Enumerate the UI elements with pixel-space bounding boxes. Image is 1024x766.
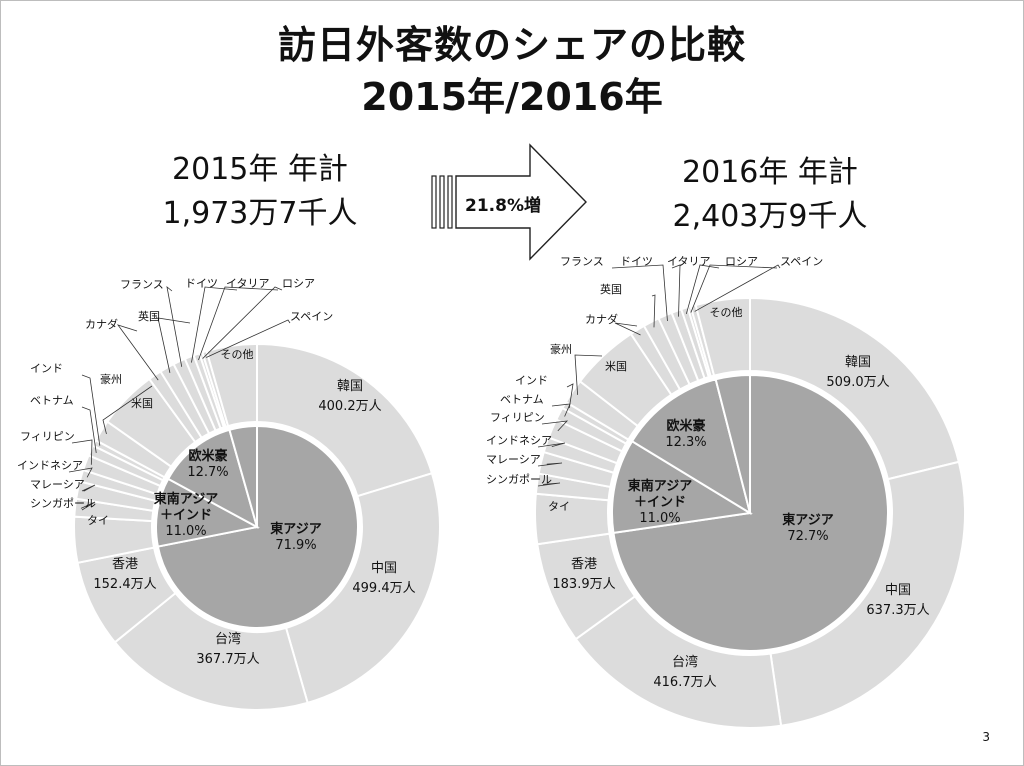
outer-label: スペイン [290,310,333,323]
year-label-2016: 2016年 年計 [682,155,858,190]
outer-label: ベトナム [500,393,544,406]
outer-label: 米国 [131,397,153,410]
outer-label: ドイツ [185,277,218,290]
outer-label: イタリア [226,277,270,290]
outer-label: 韓国 400.2万人 [318,379,381,414]
outer-label: インド [30,362,63,375]
leader-line [81,374,101,446]
leader-line [537,462,563,467]
outer-label: イタリア [667,255,711,268]
outer-label: フィリピン [20,430,75,443]
outer-label: フランス [120,278,164,291]
outer-label: スペイン [780,255,823,268]
outer-label: 台湾 416.7万人 [653,654,716,690]
inner-seg-2 [630,378,752,516]
growth-label: 21.8%増 [465,196,541,216]
leader-line [671,264,681,317]
outer-label: 香港 183.9万人 [552,557,615,592]
year-label-2015: 2015年 年計 [172,152,348,187]
outer-label: フィリピン [490,411,545,424]
inner-label: 欧米豪 12.7% [187,448,228,480]
donut-chart-2015: 東アジア 71.9% 東南アジア＋インド 11.0% 欧米豪 12.7% 韓国 400.2万人… [17,277,441,711]
outer-label: フランス [560,255,604,268]
total-2015: 2015年 年計 1,973万7千人 [110,148,410,236]
outer-label: タイ [87,514,109,527]
outer-label: 豪州 [100,372,122,386]
outer-label: カナダ [85,317,118,331]
outer-label: 香港 152.4万人 [93,557,156,592]
outer-label: 豪州 [550,342,572,356]
leader-line [566,383,574,409]
outer-label: シンガポール [486,473,552,486]
leader-line [81,484,96,492]
leader-line [202,286,283,359]
outer-seg-1 [284,472,441,705]
outer-label: インドネシア [17,459,83,472]
leader-line [651,294,656,328]
leader-line [80,501,96,511]
outer-label: 中国 637.3万人 [866,583,929,618]
outer-label: ロシア [725,255,758,268]
leader-line [198,286,279,361]
inner-seg-3 [714,373,751,514]
outer-label: 英国 [138,309,160,323]
inner-seg-1 [611,439,753,535]
donut-chart-2016: 東アジア 72.7% 東南アジア＋インド 11.0% 欧米豪 12.3% 韓国 509.0万人… [486,255,966,729]
inner-label: 東アジア 71.9% [270,521,321,553]
outer-seg-20 [205,342,258,428]
leader-line [541,420,569,432]
outer-label: ベトナム [30,394,74,407]
inner-seg-2 [166,428,259,530]
leader-line [166,286,183,367]
leader-line [116,324,159,381]
leader-line [102,385,153,435]
outer-label: マレーシア [486,453,541,466]
growth-arrow-icon [431,143,587,261]
outer-label: 中国 499.4万人 [352,561,415,596]
leader-line [71,439,93,465]
leader-line [614,322,641,336]
inner-seg-3 [228,424,258,528]
leader-line [690,264,778,313]
leader-line [206,319,291,358]
outer-label: タイ [548,500,570,513]
slide-subtitle: 2015年/2016年 [361,75,663,119]
total-value-2015: 1,973万7千人 [162,196,358,231]
leader-line [611,264,668,322]
outer-label: マレーシア [30,478,85,491]
outer-label: 英国 [600,282,622,296]
outer-label: その他 [710,306,743,319]
outer-seg-0 [256,342,434,498]
outer-label: その他 [221,348,254,361]
outer-label: 台湾 367.7万人 [196,631,259,667]
page-number: 3 [982,730,990,744]
leader-line [537,442,566,448]
outer-label: ドイツ [620,255,653,268]
inner-seg-1 [155,477,260,548]
outer-label: カナダ [585,312,618,326]
outer-label: インドネシア [486,434,552,447]
outer-label: ロシア [282,277,315,290]
outer-label: シンガポール [30,497,96,510]
leader-line [157,317,191,373]
inner-label: 東南アジア＋インド 11.0% [154,491,218,539]
outer-label: インド [515,374,548,387]
inner-label: 欧米豪 12.3% [665,418,706,450]
leader-line [685,264,720,315]
outer-label: 韓国 509.0万人 [826,355,889,390]
total-value-2016: 2,403万9千人 [672,199,868,234]
inner-label: 東南アジア＋インド 11.0% [628,478,692,526]
total-2016: 2016年 年計 2,403万9千人 [620,151,920,239]
leader-line [68,467,93,478]
inner-label: 東アジア 72.7% [782,512,833,544]
leader-line [191,286,238,363]
leader-line [574,354,603,395]
leader-line [81,406,97,454]
leader-line [537,482,561,487]
outer-seg-1 [769,460,966,727]
slide-title: 訪日外客数のシェアの比較 [277,23,746,67]
outer-label: 米国 [605,360,627,373]
leader-line [694,264,781,312]
